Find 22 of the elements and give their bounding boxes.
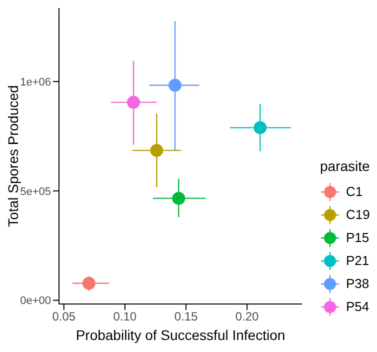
x-tick-label: 0.20 [235,310,260,324]
y-tick-label: 1e+06 [20,76,51,88]
x-tick-label: 0.10 [113,310,137,324]
y-tick-label: 5e+05 [20,186,51,198]
legend-label: C1 [346,184,363,199]
legend-label: P21 [346,253,370,268]
legend-label: P15 [346,230,370,245]
x-tick-label: 0.15 [174,310,198,324]
legend-title: parasite [320,158,370,174]
point [168,78,182,92]
legend-label: C19 [346,207,370,222]
point [172,192,186,205]
point [150,144,164,157]
point [82,276,96,290]
y-axis-title: Total Spores Produced [4,85,21,227]
legend-label: P38 [346,276,370,291]
y-tick-label: 0e+00 [20,295,51,308]
legend-label: P54 [346,299,370,314]
point [126,96,140,109]
x-tick-label: 0.05 [52,310,76,324]
point [254,121,267,134]
x-axis-title: Probability of Successful Infection [76,327,286,343]
